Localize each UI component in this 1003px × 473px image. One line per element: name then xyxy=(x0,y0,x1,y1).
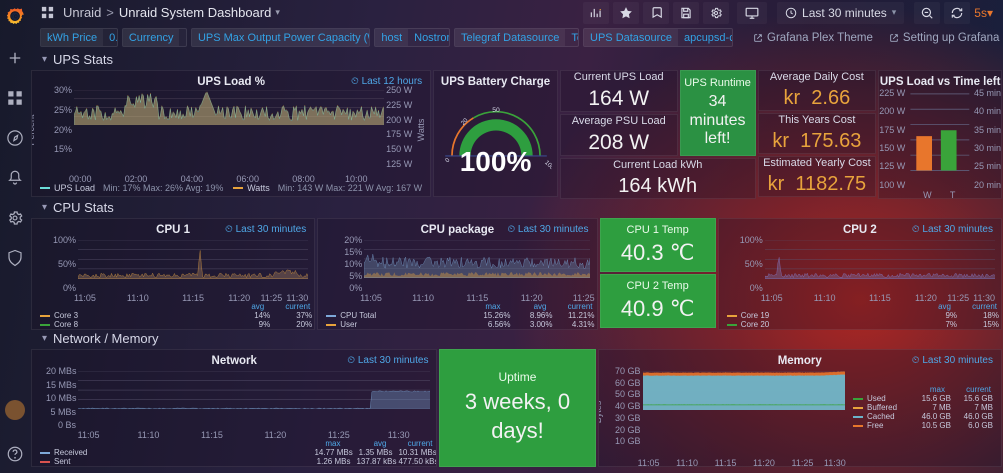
svg-text:0: 0 xyxy=(443,156,451,164)
svg-text:50: 50 xyxy=(492,107,500,114)
svg-text:100: 100 xyxy=(543,159,552,172)
svg-text:20: 20 xyxy=(459,116,469,126)
